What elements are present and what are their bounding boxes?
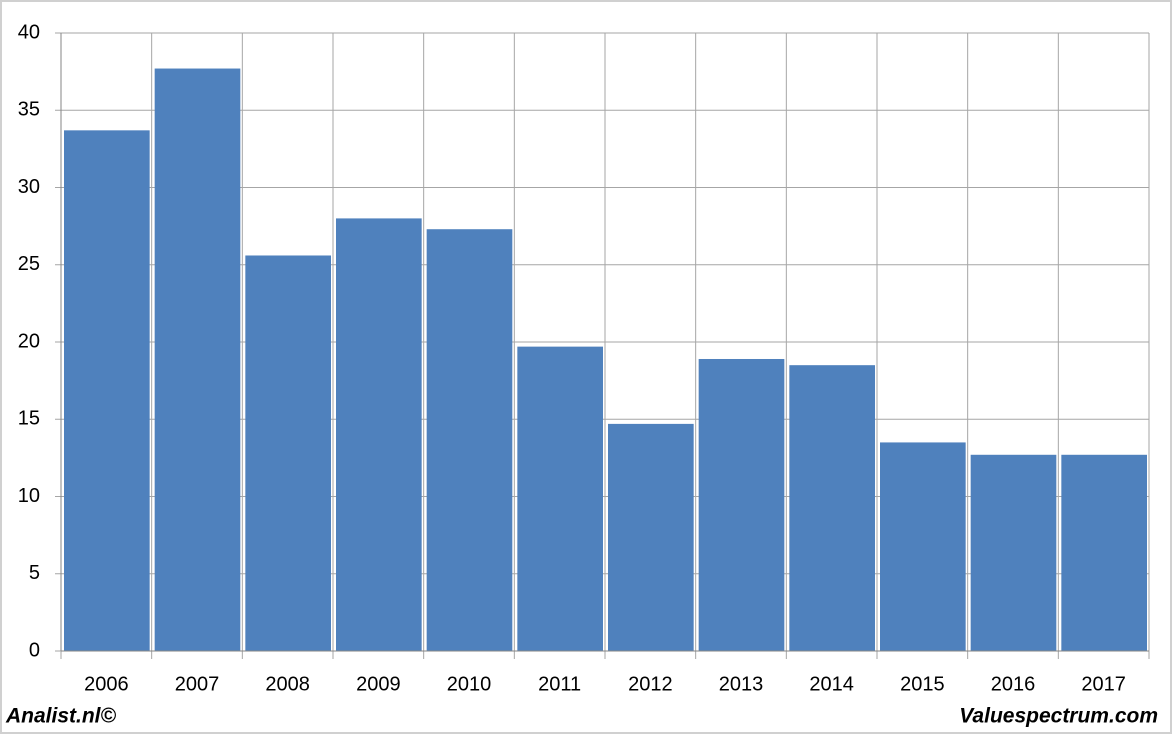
x-tick-label: 2012 — [628, 673, 673, 695]
x-tick-label: 2010 — [447, 673, 492, 695]
footer-right: Valuespectrum.com — [959, 705, 1158, 728]
bar — [608, 423, 694, 651]
y-tick-label: 20 — [18, 330, 40, 352]
y-tick-label: 35 — [18, 99, 40, 121]
y-tick-label: 15 — [18, 408, 40, 430]
bar — [1061, 454, 1147, 651]
y-tick-label: 25 — [18, 253, 40, 275]
y-tick-label: 0 — [29, 639, 40, 661]
x-tick-label: 2006 — [84, 673, 129, 695]
x-tick-label: 2014 — [809, 673, 854, 695]
bar — [426, 229, 513, 651]
bar — [245, 255, 331, 652]
bar — [970, 454, 1057, 651]
x-tick-label: 2009 — [356, 673, 401, 695]
bar — [154, 68, 241, 651]
y-tick-label: 30 — [18, 176, 40, 198]
x-tick-label: 2015 — [900, 673, 945, 695]
x-tick-label: 2013 — [719, 673, 764, 695]
x-tick-label: 2008 — [265, 673, 310, 695]
y-tick-label: 5 — [29, 562, 40, 584]
footer-left: Analist.nl© — [5, 705, 117, 728]
bar — [517, 346, 603, 651]
y-tick-label: 40 — [18, 21, 40, 43]
bar — [64, 130, 150, 651]
bar — [698, 358, 785, 651]
x-tick-label: 2017 — [1081, 673, 1126, 695]
bar — [789, 365, 875, 651]
x-tick-label: 2007 — [175, 673, 220, 695]
bar — [880, 442, 966, 651]
x-tick-label: 2011 — [538, 673, 581, 695]
y-tick-label: 10 — [18, 485, 40, 507]
x-tick-label: 2016 — [991, 673, 1036, 695]
bar — [336, 218, 422, 651]
